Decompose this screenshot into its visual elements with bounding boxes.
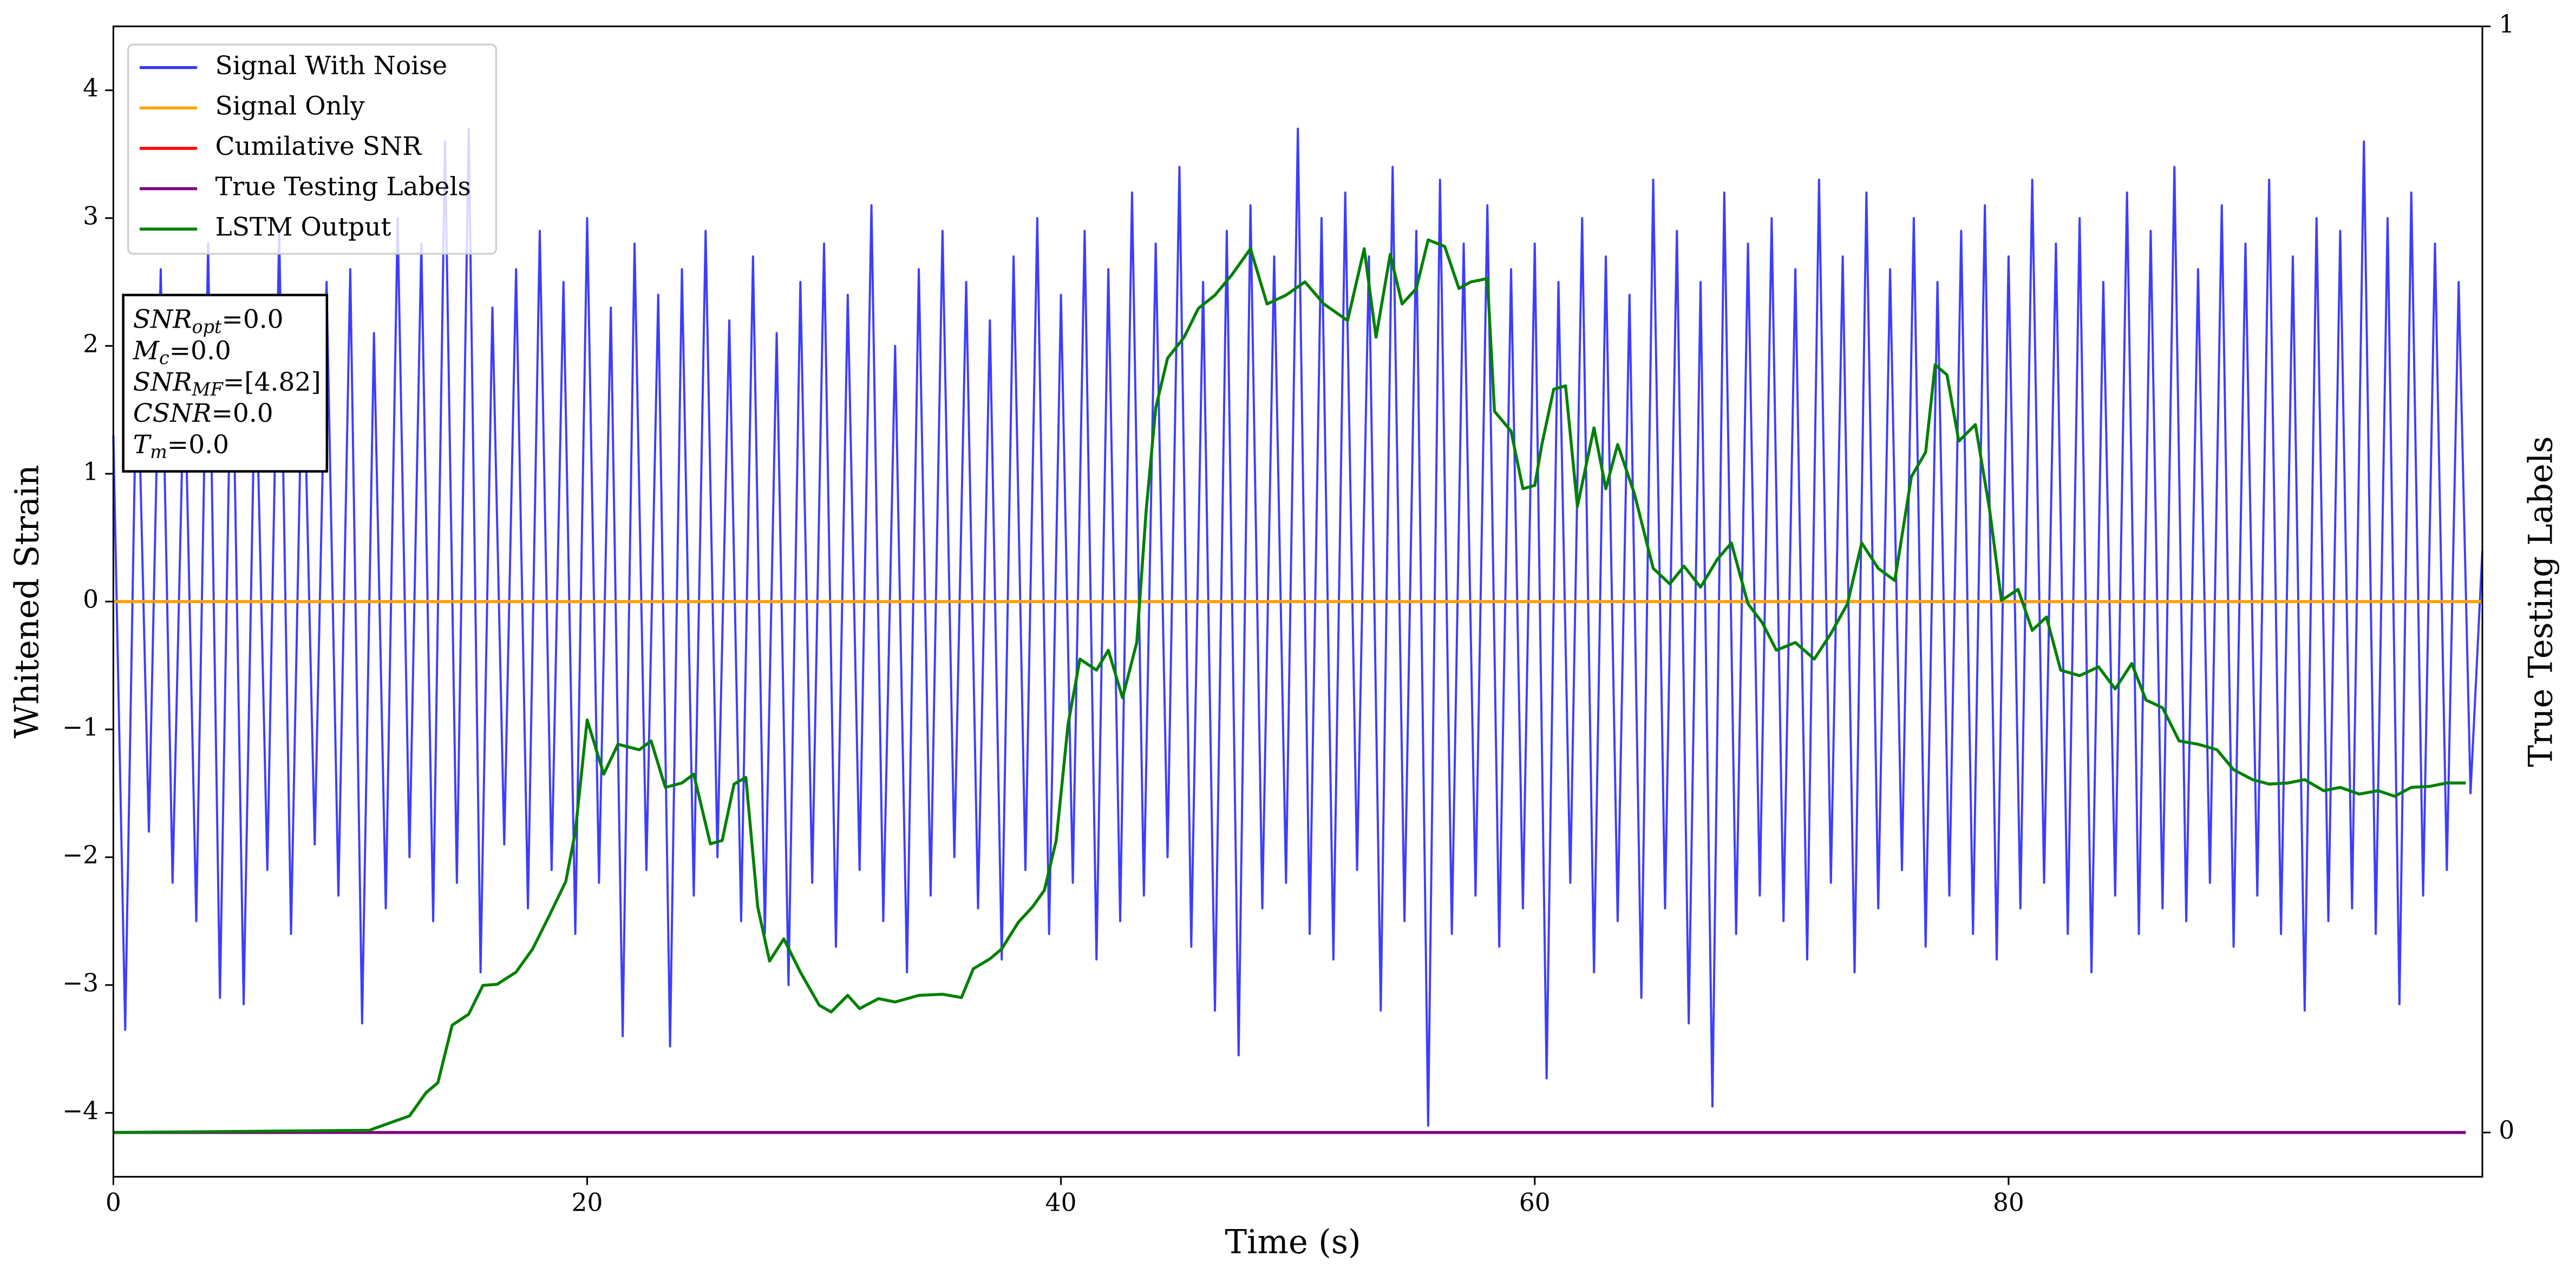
legend-label: True Testing Labels	[215, 172, 471, 201]
annotation-box	[122, 293, 329, 473]
legend-label: Signal With Noise	[215, 51, 448, 81]
annotation-symbol: CSNR	[133, 398, 212, 428]
annotation-value: =0.0	[169, 336, 231, 365]
annotation-value: =0.0	[167, 430, 229, 460]
annotation: SNRopt=0.0Mc=0.0SNRMF=[4.82]CSNR=0.0Tm=0…	[122, 293, 329, 473]
annotation-value: =[4.82]	[223, 367, 321, 397]
annotation-line: SNRMF=[4.82]	[133, 367, 321, 400]
annotation-symbol: SNR	[133, 367, 192, 397]
legend-label: LSTM Output	[215, 212, 391, 242]
y-tick-label: 2	[83, 329, 99, 358]
annotation-value: =0.0	[221, 305, 283, 335]
series-line	[113, 238, 2466, 1134]
legend-box	[127, 43, 497, 255]
y-tick-label: 1	[83, 457, 99, 486]
y2-axis-label: True Testing Labels	[2522, 436, 2560, 767]
annotation-symbol: SNR	[133, 305, 192, 335]
legend: Signal With Noise Signal Only Cumilative S…	[127, 43, 497, 255]
annotation-value: =0.0	[212, 398, 273, 428]
x-tick-label: 80	[1993, 1188, 2024, 1217]
annotation-subscript: opt	[192, 316, 222, 337]
annotation-line: Tm=0.0	[133, 430, 229, 462]
annotation-symbol: T	[133, 430, 152, 460]
legend-label: Signal Only	[215, 91, 365, 121]
y-tick-label: 0	[83, 585, 99, 614]
y-axis-label: Whitened Strain	[9, 465, 47, 738]
annotation-line: CSNR=0.0	[133, 398, 273, 428]
y-tick-label: 3	[83, 201, 99, 230]
plot-area	[112, 127, 2484, 1134]
annotation-line: SNRopt=0.0	[133, 305, 284, 337]
x-tick-label: 0	[106, 1188, 121, 1217]
annotation-symbol: M	[133, 336, 160, 365]
y-tick-label: 4	[83, 74, 99, 102]
y2-tick-label: 0	[2499, 1116, 2514, 1145]
annotation-line: Mc=0.0	[133, 336, 231, 368]
y-tick-label: −2	[62, 841, 99, 870]
x-tick-label: 60	[1519, 1188, 1551, 1217]
legend-label: Cumilative SNR	[215, 132, 423, 161]
y-tick-label: −3	[62, 969, 99, 997]
y-tick-label: −1	[62, 713, 99, 742]
annotation-subscript: c	[159, 348, 169, 369]
x-axis-label: Time (s)	[1225, 1223, 1361, 1261]
y-tick-label: −4	[62, 1096, 99, 1125]
x-tick-label: 20	[572, 1188, 603, 1217]
annotation-subscript: MF	[192, 378, 224, 400]
annotation-subscript: m	[150, 441, 167, 462]
x-tick-label: 40	[1045, 1188, 1077, 1217]
y2-tick-label: 1	[2499, 10, 2514, 38]
series-line	[112, 127, 2484, 1127]
